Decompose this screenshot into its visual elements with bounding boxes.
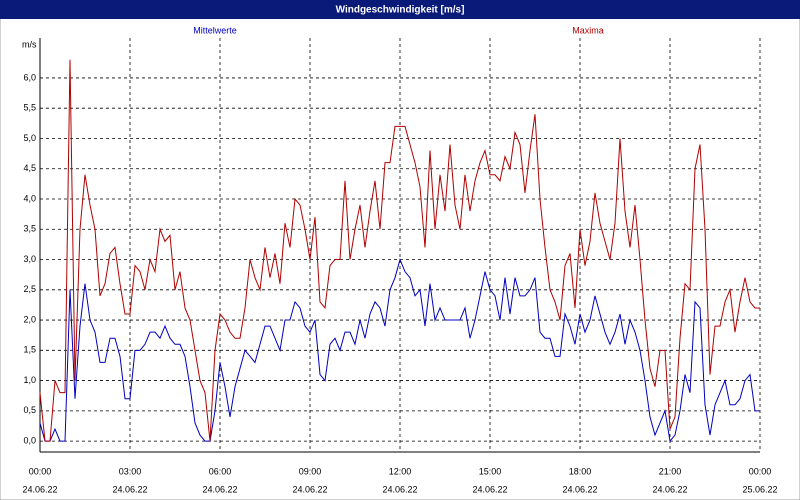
x-tick-label: 03:00 — [119, 466, 142, 476]
x-tick-date: 24.06.22 — [472, 484, 507, 494]
x-tick-date: 24.06.22 — [562, 484, 597, 494]
x-tick-label: 00:00 — [749, 466, 772, 476]
y-tick-label: 0,5 — [23, 405, 36, 415]
x-tick-date: 25.06.22 — [742, 484, 777, 494]
x-tick-label: 15:00 — [479, 466, 502, 476]
x-tick-label: 12:00 — [389, 466, 412, 476]
x-tick-date: 24.06.22 — [112, 484, 147, 494]
legend-label: Maxima — [572, 25, 604, 35]
y-tick-label: 4,0 — [23, 193, 36, 203]
y-tick-label: 2,0 — [23, 314, 36, 324]
title-bar — [0, 0, 800, 19]
x-tick-date: 24.06.22 — [202, 484, 237, 494]
x-tick-date: 24.06.22 — [22, 484, 57, 494]
series-line — [39, 257, 760, 443]
y-tick-label: 6,0 — [23, 72, 36, 82]
y-axis-label: m/s — [22, 39, 37, 49]
x-tick-label: 18:00 — [569, 466, 592, 476]
series-line — [39, 59, 760, 442]
y-tick-label: 4,5 — [23, 163, 36, 173]
chart-title: Windgeschwindigkeit [m/s] — [336, 5, 465, 16]
y-tick-label: 3,0 — [23, 254, 36, 264]
y-tick-label: 3,5 — [23, 224, 36, 234]
x-tick-date: 24.06.22 — [292, 484, 327, 494]
legend-label: Mittelwerte — [193, 25, 237, 35]
x-tick-label: 09:00 — [299, 466, 322, 476]
x-tick-label: 00:00 — [29, 466, 52, 476]
x-tick-label: 21:00 — [659, 466, 682, 476]
x-tick-date: 24.06.22 — [382, 484, 417, 494]
y-tick-label: 5,5 — [23, 103, 36, 113]
x-tick-date: 24.06.22 — [652, 484, 687, 494]
y-tick-label: 2,5 — [23, 284, 36, 294]
y-tick-label: 0,0 — [23, 435, 36, 445]
y-tick-label: 1,5 — [23, 345, 36, 355]
y-tick-label: 1,0 — [23, 375, 36, 385]
x-tick-label: 06:00 — [209, 466, 232, 476]
y-tick-label: 5,0 — [23, 133, 36, 143]
